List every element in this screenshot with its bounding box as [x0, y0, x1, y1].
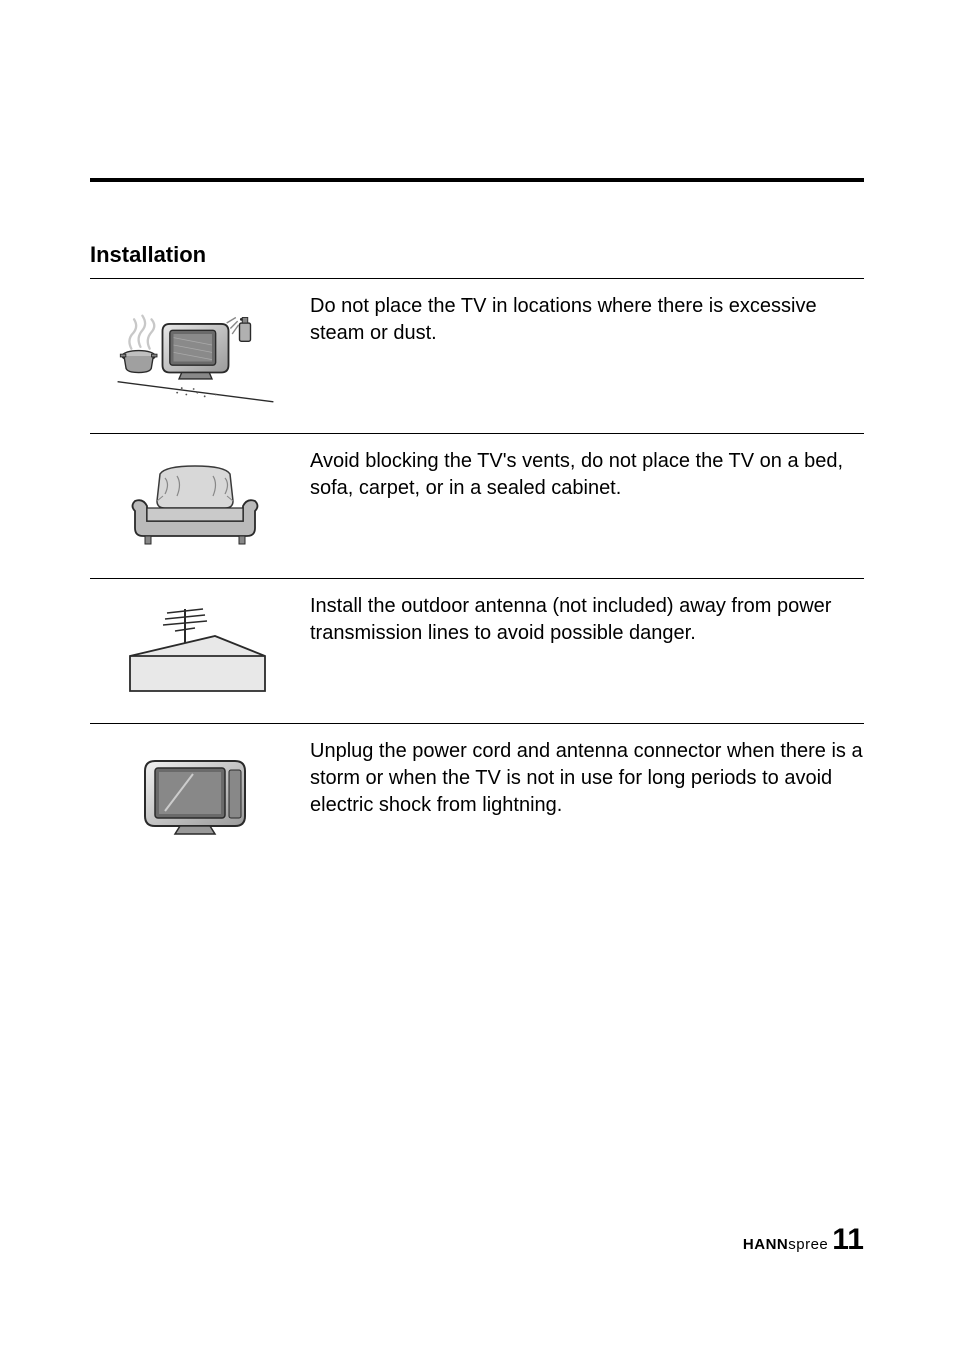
antenna-svg — [105, 601, 285, 701]
page-number: 11 — [832, 1223, 864, 1257]
antenna-house-icon — [90, 591, 310, 711]
instruction-row: Avoid blocking the TV's vents, do not pl… — [90, 434, 864, 579]
tv-front-svg — [105, 746, 285, 846]
brand-light: spree — [788, 1236, 828, 1253]
top-thick-divider — [90, 178, 864, 182]
instruction-row: Unplug the power cord and antenna connec… — [90, 724, 864, 868]
brand-bold: HANN — [743, 1236, 788, 1253]
instruction-text: Avoid blocking the TV's vents, do not pl… — [310, 446, 864, 502]
instruction-text: Do not place the TV in locations where t… — [310, 291, 864, 347]
tv-on-sofa-icon — [90, 446, 310, 566]
instruction-text: Unplug the power cord and antenna connec… — [310, 736, 864, 819]
sofa-svg — [105, 456, 285, 556]
page-container: Installation — [0, 0, 954, 1352]
steam-dust-tv-icon — [90, 291, 310, 421]
section-title: Installation — [90, 242, 864, 268]
footer-brand: HANNspree — [743, 1236, 828, 1253]
instruction-text: Install the outdoor antenna (not include… — [310, 591, 864, 647]
instruction-row: Do not place the TV in locations where t… — [90, 279, 864, 434]
tv-steam-dust-svg — [113, 301, 278, 411]
page-footer: HANNspree 11 — [743, 1223, 864, 1257]
instruction-row: Install the outdoor antenna (not include… — [90, 579, 864, 724]
unplug-tv-icon — [90, 736, 310, 856]
